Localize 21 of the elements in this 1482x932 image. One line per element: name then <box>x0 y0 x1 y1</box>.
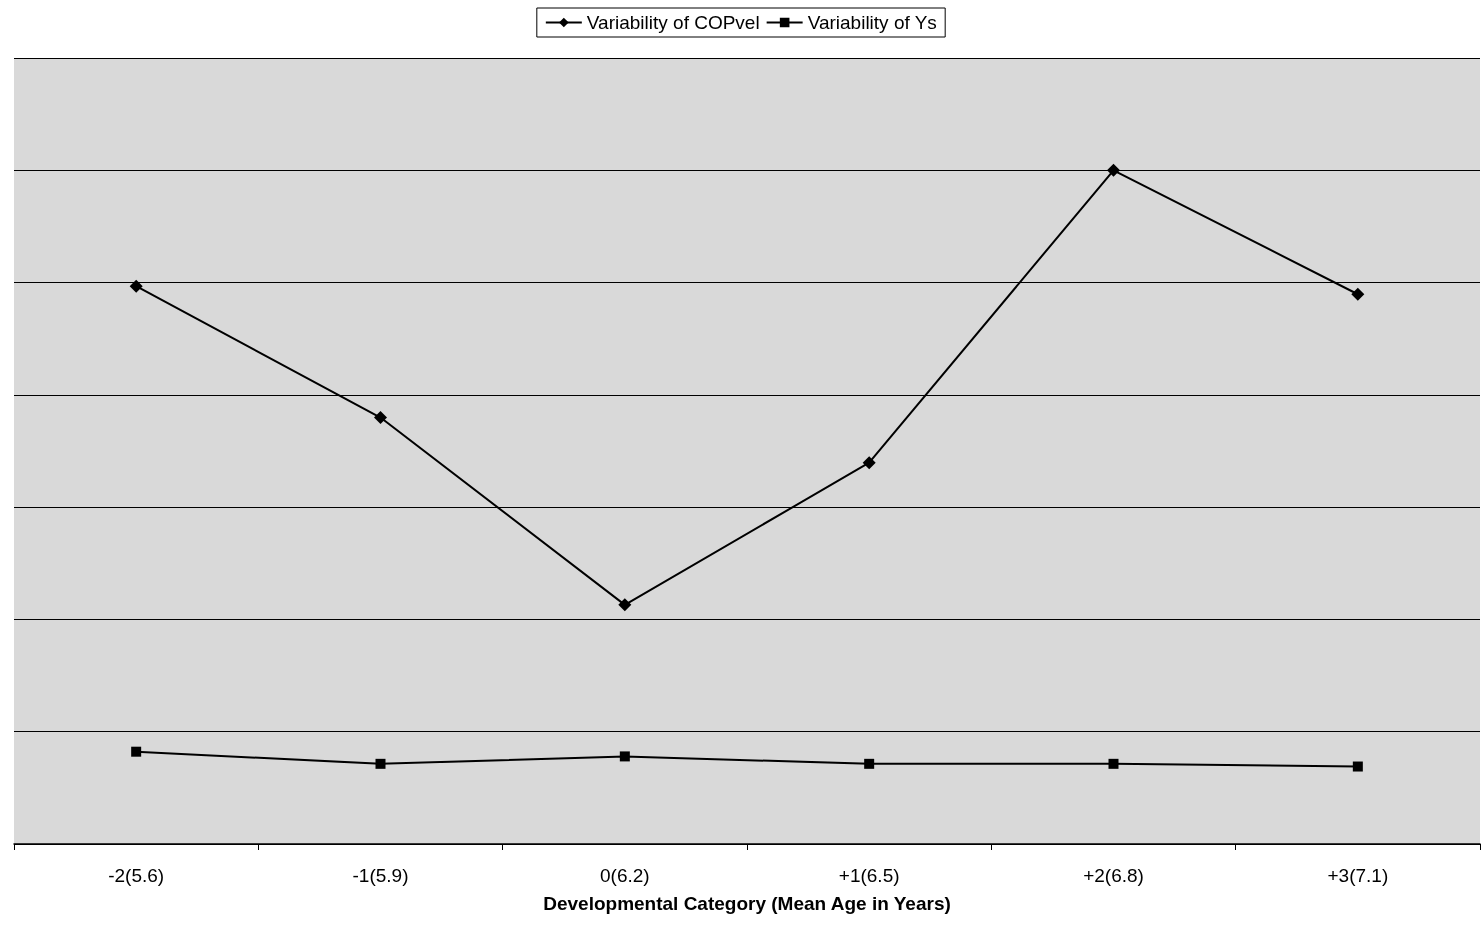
x-tick-label: 0(6.2) <box>600 865 650 886</box>
x-tick-label: +2(6.8) <box>1083 865 1144 886</box>
point <box>1351 287 1365 301</box>
point <box>375 758 386 769</box>
point <box>864 758 875 769</box>
point <box>618 598 632 612</box>
point <box>1107 163 1120 177</box>
x-tick-label: +1(6.5) <box>838 865 900 886</box>
point <box>1352 761 1363 772</box>
point <box>131 746 142 757</box>
legend-label: Variability of COPvel <box>586 12 760 33</box>
legend-label: Variability of Ys <box>807 12 937 33</box>
point <box>619 751 630 762</box>
x-tick-label: +3(7.1) <box>1327 865 1389 886</box>
point <box>862 456 876 470</box>
point <box>129 279 143 293</box>
point <box>374 411 387 425</box>
x-axis-title: Developmental Category (Mean Age in Years) <box>543 893 951 914</box>
x-tick-label: -2(5.6) <box>108 865 165 886</box>
point <box>1108 758 1119 769</box>
x-tick-label: -1(5.9) <box>352 865 409 886</box>
